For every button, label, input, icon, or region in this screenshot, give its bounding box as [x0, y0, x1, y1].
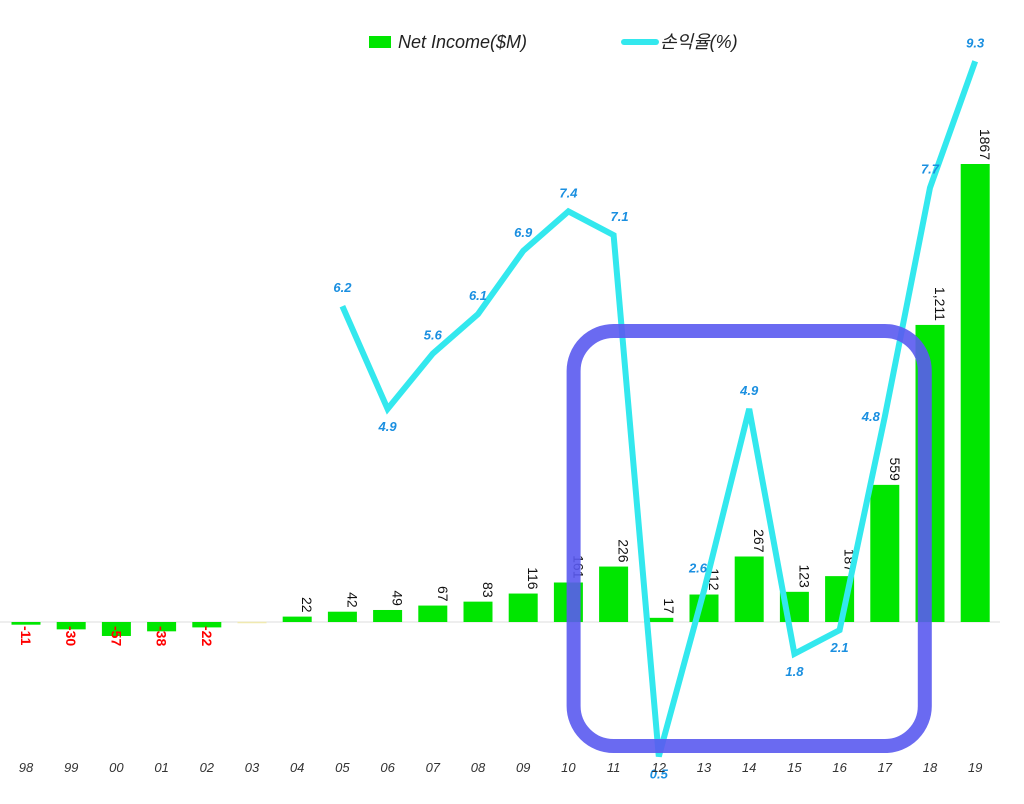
- x-tick-17: 17: [878, 760, 893, 775]
- margin-label-18: 7.7: [921, 162, 940, 177]
- margin-label-09: 6.9: [514, 225, 533, 240]
- bar-label-12: 17: [661, 598, 677, 614]
- margin-label-06: 4.9: [378, 419, 398, 434]
- margin-label-14: 4.9: [739, 383, 759, 398]
- bar-12: [644, 617, 674, 622]
- x-tick-00: 00: [109, 760, 124, 775]
- x-tick-19: 19: [968, 760, 982, 775]
- bar-label-04: 22: [299, 597, 315, 613]
- x-tick-09: 09: [516, 760, 530, 775]
- bar-label-07: 67: [435, 586, 451, 602]
- x-tick-04: 04: [290, 760, 304, 775]
- x-tick-18: 18: [923, 760, 938, 775]
- x-axis-tick-labels: 98 99 00 01 02 03 04 05 06 07 08 09 10 11 12 13 14 15 16 17…: [19, 760, 983, 775]
- x-tick-14: 14: [742, 760, 756, 775]
- x-tick-16: 16: [832, 760, 847, 775]
- x-tick-99: 99: [64, 760, 78, 775]
- x-tick-01: 01: [154, 760, 168, 775]
- bar-19: [960, 164, 990, 622]
- margin-value-labels: 6.2 4.9 5.6 6.1 6.9 7.4 7.1 0.5 2.6 4.9 1.8 2.1 4.8 7…: [333, 35, 985, 781]
- bar-label-15: 123: [796, 564, 812, 588]
- bar-08: [463, 601, 493, 622]
- bar-label-14: 267: [751, 529, 767, 553]
- x-tick-02: 02: [200, 760, 215, 775]
- x-tick-06: 06: [380, 760, 395, 775]
- bar-label-08: 83: [480, 582, 496, 598]
- margin-label-16: 2.1: [830, 640, 849, 655]
- margin-label-11: 7.1: [611, 209, 629, 224]
- bar-09: [508, 593, 538, 622]
- x-tick-03: 03: [245, 760, 260, 775]
- bar-label-09: 116: [525, 567, 541, 590]
- x-tick-12: 12: [652, 760, 667, 775]
- bar-label-00: -57: [108, 626, 124, 646]
- bar-01: [147, 622, 177, 632]
- legend-bar-label: Net Income($M): [398, 32, 527, 52]
- bar-03: [237, 621, 267, 624]
- margin-line: [339, 60, 979, 758]
- x-tick-10: 10: [561, 760, 576, 775]
- bar-98: [11, 622, 41, 625]
- bar-06: [373, 609, 403, 622]
- bar-00: [101, 622, 131, 636]
- bar-series: [11, 164, 990, 636]
- margin-label-13: 2.6: [688, 561, 708, 576]
- bar-04: [282, 616, 312, 622]
- margin-label-19: 9.3: [966, 35, 985, 50]
- bar-label-02: -22: [199, 626, 215, 646]
- x-tick-05: 05: [335, 760, 350, 775]
- x-tick-08: 08: [471, 760, 486, 775]
- bar-label-17: 559: [887, 458, 903, 482]
- bar-label-01: -38: [154, 626, 170, 646]
- bar-label-11: 226: [616, 539, 632, 563]
- margin-label-08: 6.1: [469, 288, 487, 303]
- bar-label-99: -30: [63, 626, 79, 646]
- margin-label-17: 4.8: [861, 409, 881, 424]
- x-tick-13: 13: [697, 760, 712, 775]
- bar-05: [327, 611, 357, 622]
- margin-label-05: 6.2: [333, 280, 352, 295]
- margin-label-07: 5.6: [424, 328, 443, 343]
- bar-17: [870, 484, 900, 622]
- highlight-box: [566, 324, 932, 753]
- x-tick-07: 07: [426, 760, 441, 775]
- bar-11: [599, 566, 629, 622]
- bar-02: [192, 622, 222, 628]
- legend: Net Income($M) 손익율(%): [369, 32, 738, 52]
- legend-line-label: 손익율(%): [660, 32, 738, 52]
- bar-14: [734, 556, 764, 622]
- x-tick-98: 98: [19, 760, 34, 775]
- margin-label-15: 1.8: [785, 664, 804, 679]
- x-tick-11: 11: [607, 760, 621, 775]
- bar-99: [56, 622, 86, 630]
- x-tick-15: 15: [787, 760, 802, 775]
- bar-label-18: 1,211: [932, 287, 948, 321]
- bar-label-06: 49: [390, 590, 406, 606]
- bar-label-98: -11: [18, 626, 34, 646]
- margin-label-12: 0.5: [650, 767, 669, 782]
- bar-label-19: 1867: [977, 129, 993, 160]
- legend-bar-swatch: [369, 36, 391, 48]
- bar-label-05: 42: [344, 592, 360, 608]
- margin-label-10: 7.4: [559, 185, 578, 200]
- bar-07: [418, 605, 448, 622]
